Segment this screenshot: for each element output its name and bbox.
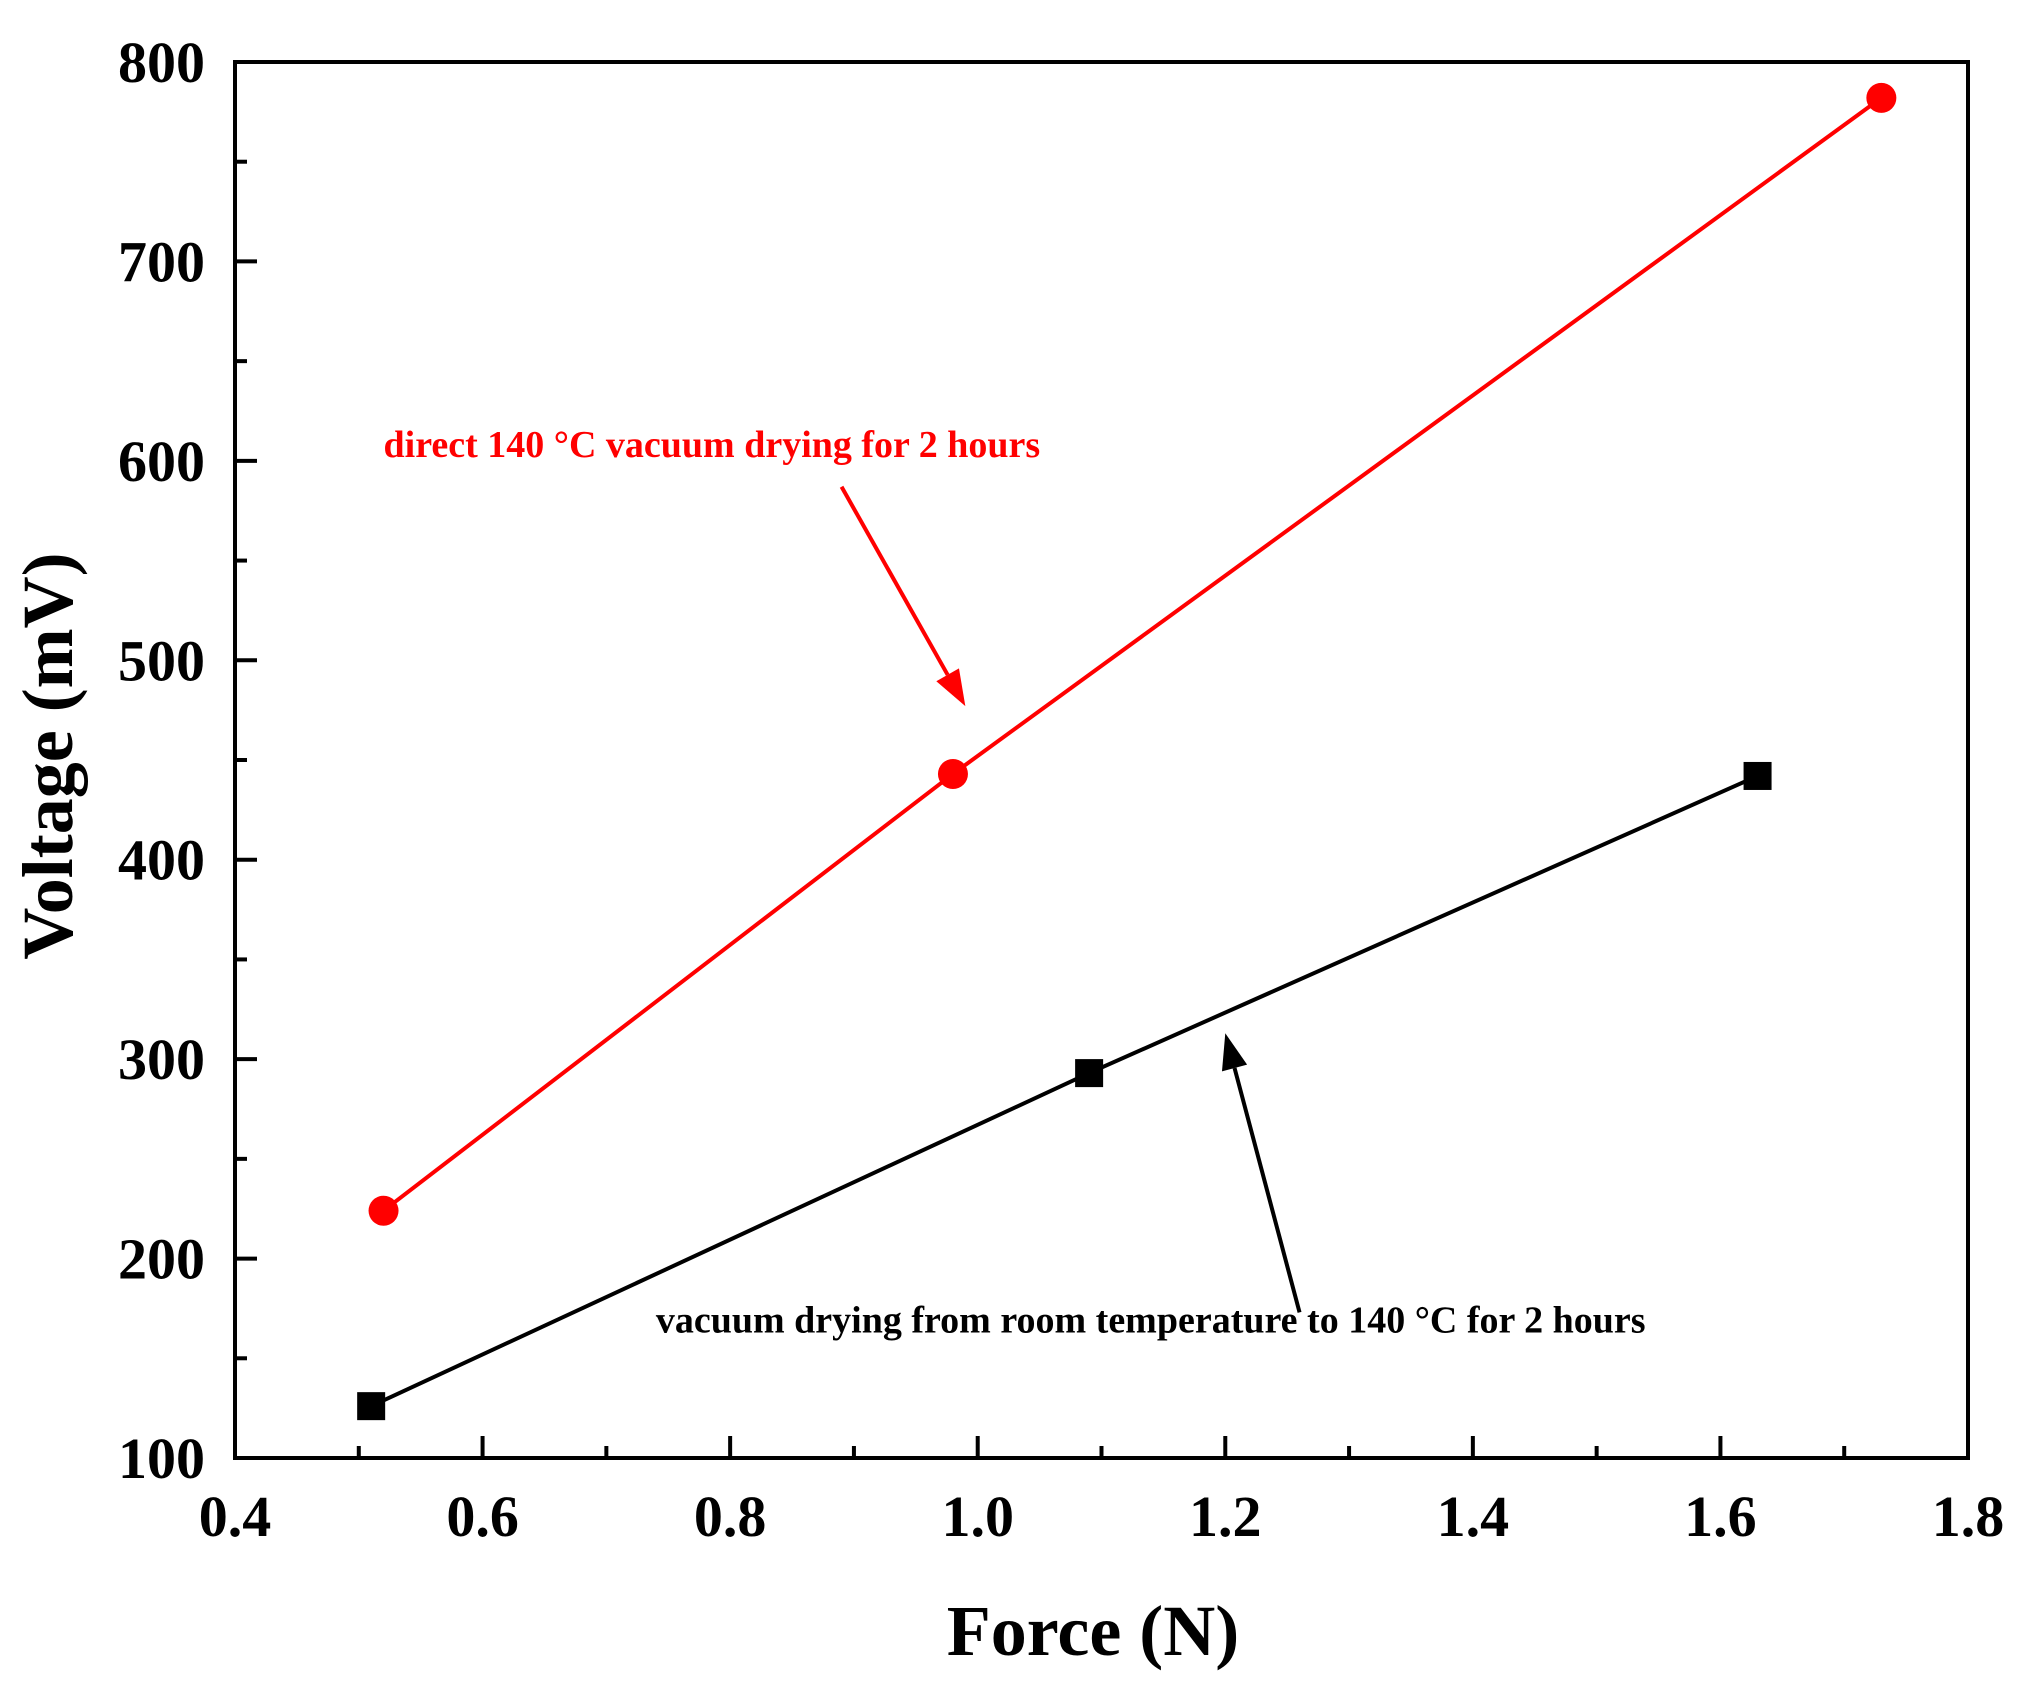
annotation-arrow-head: [936, 668, 966, 707]
series-line: [382, 96, 1883, 1213]
y-axis-title: Voltage (mV): [8, 552, 88, 959]
y-tick-label: 800: [118, 30, 205, 95]
x-tick-label: 0.6: [446, 1484, 519, 1549]
x-tick-label: 1.2: [1189, 1484, 1262, 1549]
plot-frame: [233, 60, 1970, 1460]
annotation-arrow-shaft: [839, 485, 950, 676]
y-axis-ticks: 100 200 300 400 500 600 700 800: [118, 30, 257, 1491]
series-2: [357, 761, 1772, 1421]
data-point: [368, 1195, 399, 1226]
annotation-layer: direct 140 °C vacuum drying for 2 hours v…: [384, 424, 1646, 1341]
y-tick-label: 300: [118, 1027, 205, 1092]
annotation-arrow-shaft: [1232, 1067, 1302, 1313]
series-layer: [357, 82, 1897, 1421]
plot-area-border: [233, 60, 1970, 1460]
annotation-1: direct 140 °C vacuum drying for 2 hours: [384, 424, 1041, 707]
annotation-label: direct 140 °C vacuum drying for 2 hours: [384, 424, 1041, 466]
x-tick-label: 1.4: [1437, 1484, 1510, 1549]
x-axis-title: Force (N): [947, 1591, 1240, 1671]
data-point: [937, 758, 968, 789]
data-point: [1743, 761, 1772, 790]
series-1: [368, 82, 1897, 1226]
data-point: [1075, 1059, 1104, 1088]
x-tick-label: 1.8: [1932, 1484, 2005, 1549]
y-tick-label: 400: [118, 828, 205, 893]
x-tick-label: 1.6: [1684, 1484, 1757, 1549]
annotation-arrow-head: [1221, 1033, 1248, 1072]
x-axis-ticks: 0.4 0.6 0.8 1.0 1.2 1.4 1.6 1.8: [199, 1436, 2005, 1549]
y-tick-label: 200: [118, 1227, 205, 1292]
annotation-label: vacuum drying from room temperature to 1…: [656, 1299, 1646, 1341]
data-point: [1866, 82, 1897, 113]
x-tick-label: 1.0: [941, 1484, 1014, 1549]
y-tick-label: 700: [118, 229, 205, 294]
x-tick-label: 0.8: [694, 1484, 767, 1549]
annotation-2: vacuum drying from room temperature to 1…: [656, 1033, 1646, 1341]
data-point: [357, 1392, 386, 1421]
y-tick-label: 600: [118, 429, 205, 494]
y-tick-label: 100: [118, 1426, 205, 1491]
y-tick-label: 500: [118, 628, 205, 693]
x-tick-label: 0.4: [199, 1484, 272, 1549]
